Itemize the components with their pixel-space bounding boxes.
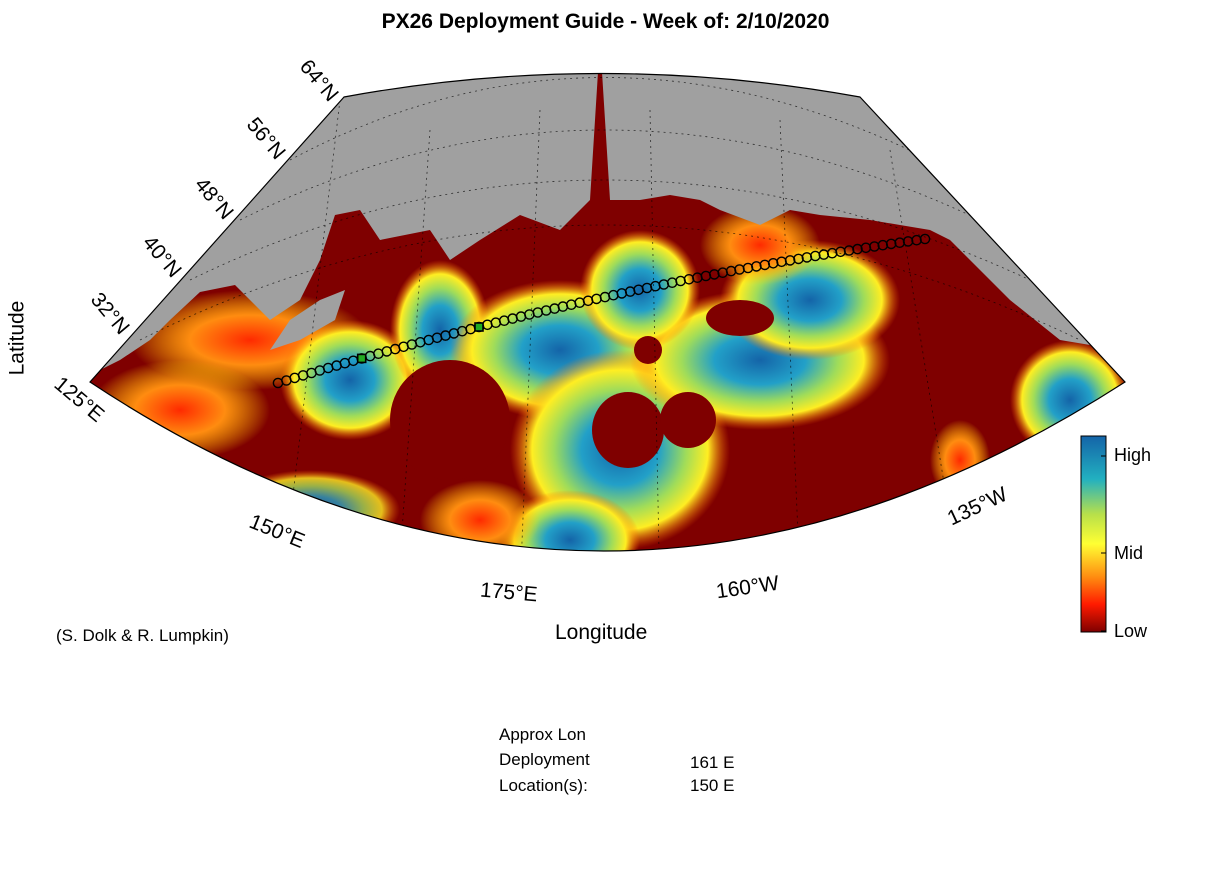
deployment-track: [272, 233, 931, 389]
track-marker: [919, 233, 931, 245]
lon-tick-label: 175°E: [479, 578, 539, 607]
deployment-header: Approx Lon: [499, 725, 586, 744]
land-kamchatka: [430, 200, 490, 255]
colorbar: [1080, 435, 1107, 633]
deployment-header: Deployment: [499, 750, 590, 769]
land-japan: [270, 290, 345, 350]
y-axis-label: Latitude: [5, 300, 29, 376]
colorbar-label-mid: Mid: [1114, 543, 1144, 563]
deployment-value: 161 E: [690, 753, 735, 772]
deployment-value: 150 E: [690, 776, 735, 795]
colorbar-label-high: High: [1114, 445, 1152, 465]
map-frame: [89, 72, 1126, 552]
colorbar-label-low: Low: [1114, 621, 1148, 641]
map-title: PX26 Deployment Guide - Week of: 2/10/20…: [381, 10, 830, 33]
deployment-header: Location(s):: [499, 776, 588, 795]
deployment-marker: [356, 353, 367, 364]
credit-text: (S. Dolk & R. Lumpkin): [56, 626, 229, 645]
x-axis-label: Longitude: [555, 621, 648, 644]
deployment-marker: [474, 322, 484, 332]
